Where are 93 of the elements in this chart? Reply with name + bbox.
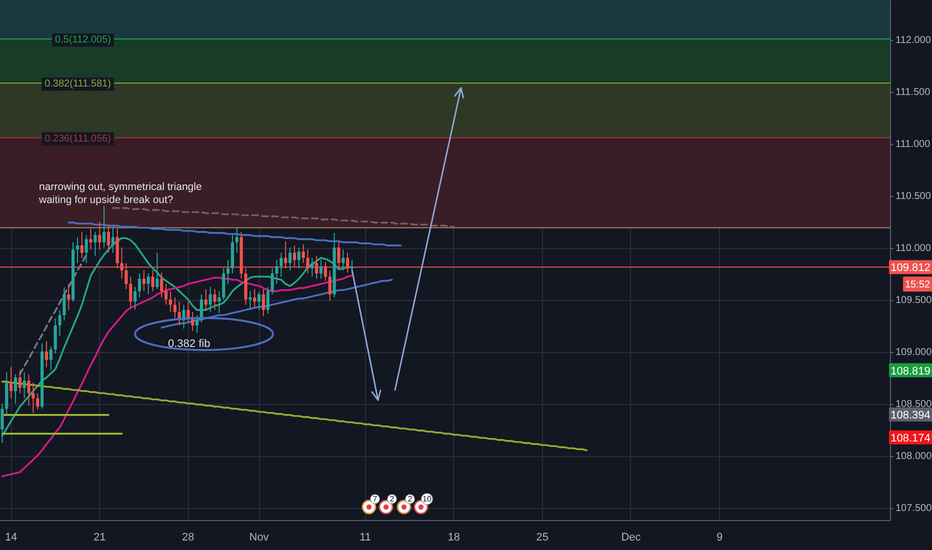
candlestick [302, 244, 305, 264]
line-series [1, 274, 353, 478]
x-tick-label: 18 [448, 532, 460, 544]
candlestick [27, 374, 30, 406]
candlestick [84, 234, 88, 264]
candlestick [151, 270, 154, 292]
candlestick [257, 292, 261, 310]
annotation: 0.382 fib [168, 338, 210, 350]
candlestick [156, 252, 159, 290]
candlestick [218, 290, 221, 314]
x-tick-label: 21 [94, 532, 106, 544]
candlestick [76, 236, 80, 264]
ref-line-label: 0.5(112.005) [55, 34, 111, 46]
annotation: 2 [408, 494, 413, 504]
candlestick [204, 288, 208, 310]
candlestick [22, 372, 26, 399]
line-series [1, 237, 353, 437]
candlestick [134, 286, 137, 310]
candlestick [32, 382, 35, 414]
candlestick [106, 224, 110, 254]
candlestick [297, 247, 300, 269]
candlestick [266, 286, 270, 315]
x-tick-label: 11 [360, 532, 372, 544]
line-series [112, 207, 455, 228]
y-tick-label: 108.000 [896, 451, 932, 462]
x-tick-label: 9 [716, 532, 723, 544]
candlestick [49, 346, 52, 371]
y-tick-label: 111.500 [896, 87, 931, 98]
candlestick [275, 260, 278, 284]
annotation: waiting for upside break out? [38, 194, 174, 206]
y-tick-label: 111.000 [896, 139, 931, 150]
text: 15:52 [904, 280, 930, 291]
candlestick [164, 283, 168, 306]
candlestick [58, 309, 62, 336]
candlestick [288, 247, 292, 271]
y-tick-label: 110.500 [896, 191, 932, 202]
candlestick [129, 276, 132, 308]
ref-line-label: 0.236(111.056) [44, 133, 111, 144]
candlestick [138, 273, 142, 298]
candlestick [222, 268, 226, 300]
candlestick [328, 270, 332, 302]
candlestick [14, 374, 18, 404]
x-tick-label: Dec [621, 532, 642, 544]
candlestick [89, 228, 92, 250]
y-tick-label: 112.000 [896, 35, 932, 46]
candlestick [270, 268, 274, 295]
candlestick [102, 205, 106, 248]
candlestick [80, 231, 84, 258]
candlestick [111, 226, 114, 254]
candlestick [98, 221, 102, 250]
candlestick [248, 290, 252, 310]
candlestick [208, 286, 212, 312]
candlestick [142, 270, 146, 292]
annotation: narrowing out, symmetrical triangle [39, 181, 202, 193]
annotation: 10 [422, 494, 432, 504]
candlestick [146, 273, 150, 295]
candlestick [253, 288, 256, 308]
candlestick [350, 260, 354, 274]
candlestick [160, 272, 164, 298]
candlestick [94, 231, 97, 256]
candlestick [195, 314, 199, 334]
x-tick-label: Nov [249, 532, 270, 544]
x-tick-label: 14 [4, 532, 18, 544]
y-tick-label: 107.500 [896, 503, 932, 514]
x-tick-label: 28 [182, 532, 194, 544]
line-series [19, 254, 88, 376]
candlestick [18, 370, 22, 394]
candlestick [213, 288, 216, 310]
y-tick-label: 110.000 [896, 243, 932, 254]
candlestick [342, 249, 345, 271]
ref-line-label: 0.382(111.581) [44, 78, 111, 90]
y-tick-label: 109.500 [896, 295, 932, 306]
candlestick [310, 257, 314, 278]
candlestick [62, 286, 66, 321]
annotation: 2 [390, 494, 395, 504]
candlestick [36, 392, 40, 410]
candlestick [280, 252, 283, 278]
candlestick [235, 227, 238, 254]
y-tick-label: 109.000 [896, 347, 932, 358]
line-series [68, 222, 402, 246]
candlestick [262, 288, 266, 317]
candlestick [54, 318, 57, 354]
candlestick [319, 260, 323, 280]
candlestick [67, 283, 70, 310]
x-tick-label: 25 [536, 532, 549, 544]
candlestick [44, 340, 48, 368]
candlestick [173, 296, 176, 319]
candlestick [168, 290, 172, 312]
y-tick-label: 108.500 [896, 399, 932, 410]
candlestick [226, 260, 230, 284]
annotation: 7 [372, 494, 378, 504]
candlestick [0, 403, 4, 444]
candlestick [10, 366, 13, 399]
